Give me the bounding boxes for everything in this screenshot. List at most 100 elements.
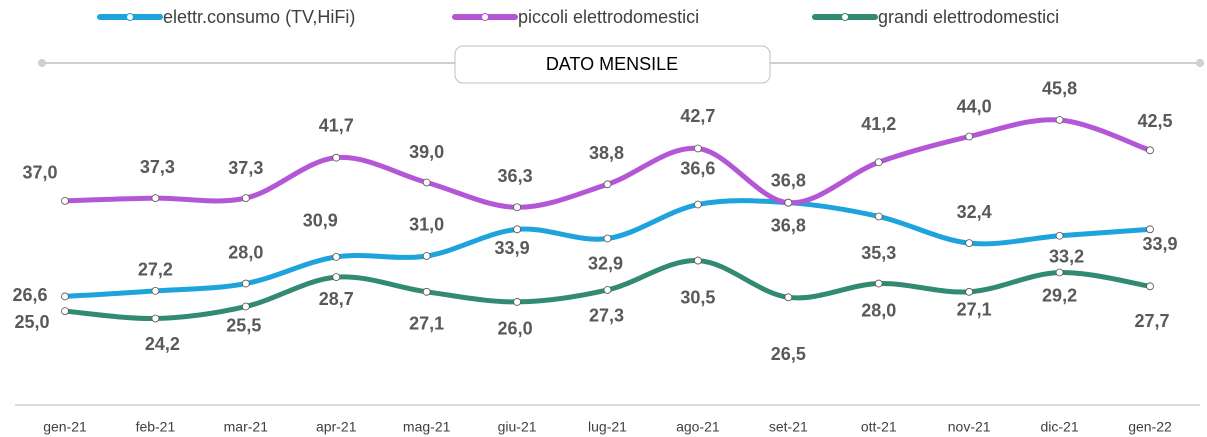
x-tick-label: dic-21: [1041, 419, 1079, 435]
data-label: 33,2: [1049, 247, 1084, 267]
x-tick-label: mag-21: [403, 419, 451, 435]
data-label: 33,9: [1142, 234, 1177, 254]
data-point: [694, 144, 702, 153]
data-label: 33,9: [495, 238, 530, 258]
data-point: [61, 307, 69, 316]
x-tick-label: apr-21: [316, 419, 357, 435]
subtitle-box: [454, 45, 771, 84]
data-point: [513, 298, 521, 306]
data-label: 26,0: [498, 319, 533, 339]
data-label: 29,2: [1042, 285, 1077, 305]
data-label: 27,3: [589, 306, 624, 326]
data-label: 44,0: [957, 96, 992, 116]
data-label: 35,3: [861, 243, 896, 263]
x-tick-label: nov-21: [948, 419, 991, 435]
data-point: [151, 314, 160, 323]
data-label: 25,5: [226, 315, 261, 335]
data-point: [874, 279, 883, 288]
data-label: 36,6: [680, 158, 715, 178]
data-point: [1146, 225, 1154, 234]
data-label: 25,0: [14, 312, 49, 332]
data-point: [241, 194, 250, 202]
data-point: [151, 286, 160, 295]
legend-label: grandi elettrodomestici: [878, 7, 1059, 27]
legend-marker: [126, 13, 134, 21]
legend-marker: [841, 13, 849, 21]
data-point: [1146, 282, 1154, 291]
data-label: 41,2: [861, 114, 896, 134]
divider-end: [38, 59, 46, 67]
data-point: [603, 180, 612, 189]
data-point: [61, 292, 69, 301]
data-label: 45,8: [1042, 79, 1077, 99]
x-tick-label: mar-21: [224, 419, 269, 435]
x-tick-label: lug-21: [588, 419, 627, 435]
x-tick-label: gen-22: [1128, 419, 1172, 435]
data-label: 27,1: [409, 314, 444, 334]
data-point: [151, 194, 160, 202]
data-point: [965, 287, 974, 296]
data-point: [784, 293, 793, 302]
data-label: 42,7: [680, 106, 715, 126]
legend-label: piccoli elettrodomestici: [518, 7, 699, 27]
data-label: 26,6: [12, 285, 47, 305]
data-point: [241, 302, 250, 311]
data-point: [422, 252, 431, 260]
data-label: 42,5: [1137, 111, 1172, 131]
data-point: [603, 286, 612, 294]
x-tick-label: gen-21: [43, 419, 87, 435]
data-label: 36,8: [771, 170, 806, 190]
data-label: 26,5: [771, 344, 806, 364]
data-label: 32,9: [588, 253, 623, 273]
data-label: 37,0: [22, 163, 57, 183]
data-point: [61, 196, 69, 205]
legend-marker: [481, 13, 489, 21]
data-label: 27,1: [957, 300, 992, 320]
data-point: [694, 200, 702, 209]
data-point: [422, 287, 431, 296]
data-label: 32,4: [957, 202, 992, 222]
data-label: 36,8: [771, 215, 806, 235]
data-label: 31,0: [409, 215, 444, 235]
data-label: 28,7: [319, 289, 354, 309]
data-point: [965, 132, 974, 141]
data-point: [784, 198, 793, 207]
data-label: 39,0: [409, 142, 444, 162]
data-point: [874, 158, 883, 167]
data-label: 27,7: [1134, 311, 1169, 331]
data-point: [1055, 231, 1064, 240]
data-point: [332, 153, 341, 162]
data-point: [422, 178, 431, 187]
data-point: [874, 212, 883, 221]
data-label: 24,2: [145, 334, 180, 354]
data-point: [1055, 116, 1064, 124]
data-point: [241, 279, 250, 288]
data-label: 37,3: [228, 158, 263, 178]
subtitle: DATO MENSILE: [546, 54, 678, 74]
x-tick-label: set-21: [769, 419, 808, 435]
data-point: [965, 239, 974, 248]
legend-label: elettr.consumo (TV,HiFi): [163, 7, 355, 27]
data-label: 38,8: [589, 143, 624, 163]
data-point: [332, 273, 341, 282]
x-tick-label: giu-21: [498, 419, 537, 435]
x-tick-label: ott-21: [861, 419, 897, 435]
data-point: [513, 203, 521, 212]
data-point: [694, 256, 702, 265]
data-label: 36,3: [498, 166, 533, 186]
data-point: [513, 225, 521, 234]
data-label: 41,7: [319, 115, 354, 135]
data-point: [1055, 268, 1064, 277]
divider-end: [1196, 59, 1204, 67]
data-label: 27,2: [138, 260, 173, 280]
data-label: 30,9: [303, 211, 338, 231]
x-tick-label: ago-21: [676, 419, 720, 435]
data-label: 28,0: [861, 300, 896, 320]
x-tick-label: feb-21: [136, 419, 176, 435]
data-point: [1146, 146, 1154, 155]
data-label: 30,5: [680, 287, 715, 307]
data-label: 37,3: [140, 157, 175, 177]
data-point: [603, 234, 612, 243]
data-label: 28,0: [228, 242, 263, 262]
